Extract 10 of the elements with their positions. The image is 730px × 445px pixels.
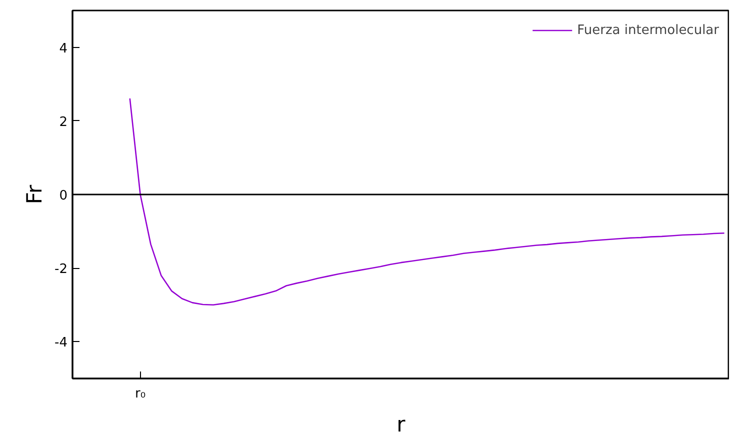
- x-axis-title: r: [396, 412, 406, 436]
- x-tick-label: r₀: [135, 386, 146, 402]
- y-axis-title: Fr: [22, 184, 47, 204]
- y-tick-label: 2: [59, 114, 68, 130]
- line-series: [129, 98, 725, 306]
- y-tick-label: 0: [59, 188, 68, 204]
- legend-label: Fuerza intermolecular: [577, 22, 719, 38]
- y-tick-label: -2: [54, 262, 68, 278]
- y-tick-label: 4: [59, 41, 68, 56]
- y-tick-label: -4: [54, 336, 68, 351]
